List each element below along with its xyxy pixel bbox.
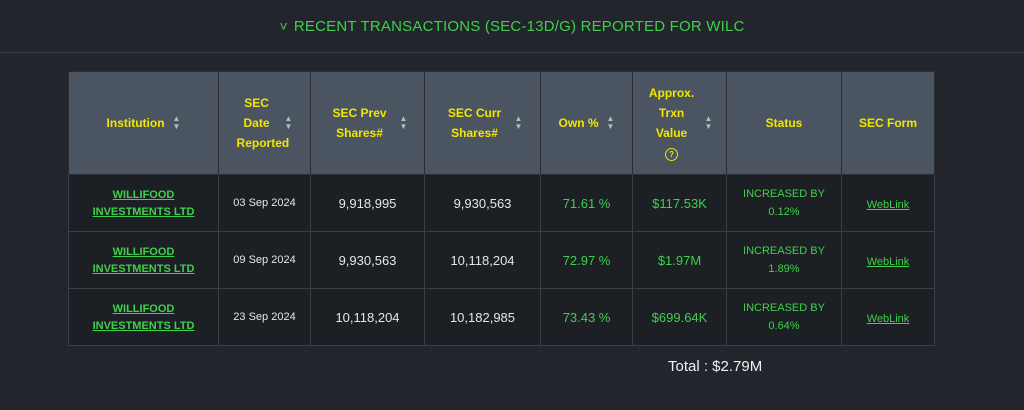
weblink[interactable]: WebLink (866, 198, 910, 211)
table-row: WILLIFOOD INVESTMENTS LTD 03 Sep 2024 9,… (68, 174, 935, 232)
institution-link[interactable]: WILLIFOOD INVESTMENTS LTD (92, 246, 195, 275)
weblink[interactable]: WebLink (866, 255, 910, 268)
sort-icon[interactable]: ▲ ▼ (172, 114, 181, 131)
col-approx-trxn-value[interactable]: Approx. Trxn Value? ▲ ▼ (632, 71, 727, 175)
date-cell: 03 Sep 2024 (218, 174, 311, 232)
table-header-row: Institution ▲ ▼ SEC Date Reported ▲ ▼ SEC Pr… (68, 71, 935, 175)
col-sec-form: SEC Form (841, 71, 935, 175)
col-sec-prev-shares[interactable]: SEC Prev Shares# ▲ ▼ (310, 71, 425, 175)
col-status: Status (726, 71, 842, 175)
chevron-down-icon: ˅ (279, 18, 288, 34)
institution-cell: WILLIFOOD INVESTMENTS LTD (68, 174, 219, 232)
info-icon[interactable]: ? (665, 148, 679, 161)
table-row: WILLIFOOD INVESTMENTS LTD 09 Sep 2024 9,… (68, 231, 935, 289)
prev-shares-cell: 9,930,563 (310, 231, 425, 289)
section-header[interactable]: ˅ RECENT TRANSACTIONS (SEC-13D/G) REPORT… (0, 0, 1024, 53)
trxn-value-cell: $699.64K (632, 288, 727, 346)
sec-form-cell: WebLink (841, 231, 935, 289)
transactions-table-wrap: Institution ▲ ▼ SEC Date Reported ▲ ▼ SEC Pr… (68, 71, 935, 346)
col-sec-curr-shares[interactable]: SEC Curr Shares# ▲ ▼ (424, 71, 541, 175)
own-percent-cell: 73.43 % (540, 288, 633, 346)
col-institution[interactable]: Institution ▲ ▼ (68, 71, 219, 175)
institution-cell: WILLIFOOD INVESTMENTS LTD (68, 231, 219, 289)
sec-form-cell: WebLink (841, 288, 935, 346)
date-cell: 09 Sep 2024 (218, 231, 311, 289)
institution-link[interactable]: WILLIFOOD INVESTMENTS LTD (92, 303, 195, 332)
institution-link[interactable]: WILLIFOOD INVESTMENTS LTD (92, 189, 195, 218)
col-sec-date-reported[interactable]: SEC Date Reported ▲ ▼ (218, 71, 311, 175)
sort-icon[interactable]: ▲ ▼ (704, 114, 713, 131)
total-value: Total : $2.79M (668, 358, 763, 375)
transactions-table: Institution ▲ ▼ SEC Date Reported ▲ ▼ SEC Pr… (68, 71, 935, 346)
section-title: RECENT TRANSACTIONS (SEC-13D/G) REPORTED… (293, 17, 745, 35)
col-own-percent[interactable]: Own % ▲ ▼ (540, 71, 633, 175)
trxn-value-cell: $1.97M (632, 231, 727, 289)
own-percent-cell: 72.97 % (540, 231, 633, 289)
prev-shares-cell: 10,118,204 (310, 288, 425, 346)
curr-shares-cell: 9,930,563 (424, 174, 541, 232)
weblink[interactable]: WebLink (866, 312, 910, 325)
sort-icon[interactable]: ▲ ▼ (284, 114, 293, 131)
status-cell: INCREASED BY 1.89% (726, 231, 842, 289)
date-cell: 23 Sep 2024 (218, 288, 311, 346)
sort-icon[interactable]: ▲ ▼ (606, 114, 615, 131)
trxn-value-cell: $117.53K (632, 174, 727, 232)
curr-shares-cell: 10,118,204 (424, 231, 541, 289)
own-percent-cell: 71.61 % (540, 174, 633, 232)
prev-shares-cell: 9,918,995 (310, 174, 425, 232)
table-row: WILLIFOOD INVESTMENTS LTD 23 Sep 2024 10… (68, 288, 935, 346)
curr-shares-cell: 10,182,985 (424, 288, 541, 346)
sort-icon[interactable]: ▲ ▼ (399, 114, 408, 131)
institution-cell: WILLIFOOD INVESTMENTS LTD (68, 288, 219, 346)
status-cell: INCREASED BY 0.12% (726, 174, 842, 232)
status-cell: INCREASED BY 0.64% (726, 288, 842, 346)
sort-icon[interactable]: ▲ ▼ (514, 114, 523, 131)
sec-form-cell: WebLink (841, 174, 935, 232)
